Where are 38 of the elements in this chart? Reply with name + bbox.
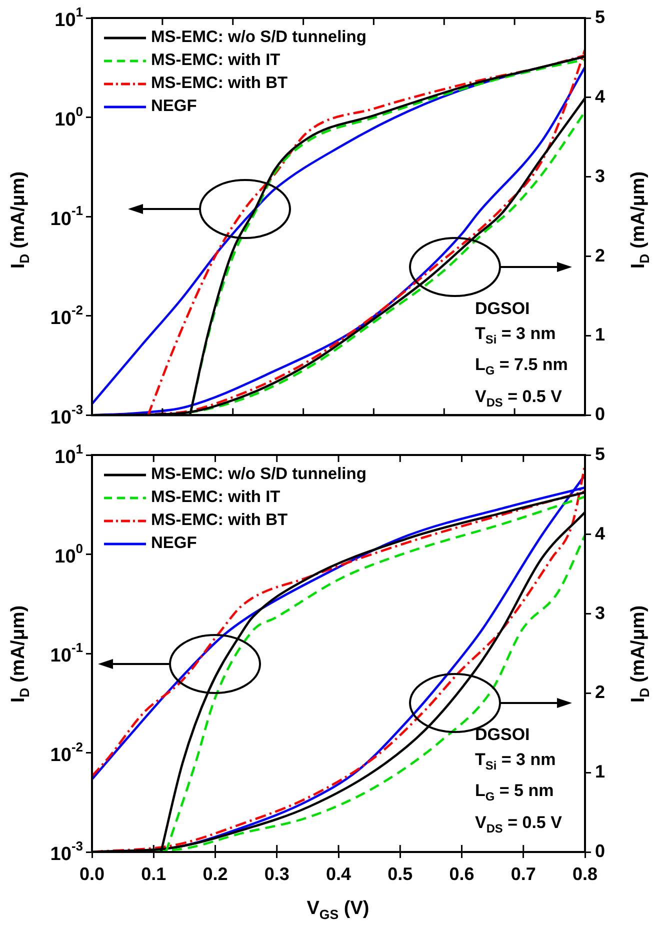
x-tick-label: 0.4 [326,864,352,884]
legend-label: MS-EMC: with BT [151,74,288,93]
legend-label: MS-EMC: w/o S/D tunneling [151,28,366,47]
x-tick-label: 0.3 [264,864,290,884]
y2-tick-label: 3 [595,166,606,186]
annotation: T$_{Si}$ = 3 nm [475,323,557,348]
y2-tick-label: 1 [595,762,606,782]
legend-label: MS-EMC: w/o S/D tunneling [151,465,366,484]
x-tick-label: 0.5 [388,864,413,884]
annotation: DGSOI [475,298,531,320]
y2-tick-label: 1 [595,324,606,345]
y2-tick-label: 3 [595,602,606,623]
legend-label: NEGF [151,97,197,116]
y2-tick-label: 2 [595,245,606,266]
annotation: V$_{DS}$ = 0.5 V [475,812,562,838]
annotation: DGSOI [475,724,531,746]
y2-tick-label: 0 [595,840,606,861]
x-tick-label: 0.1 [141,864,166,884]
x-tick-label: 0.7 [510,864,536,884]
x-tick-label: 0.6 [449,864,474,884]
legend-label: MS-EMC: with BT [151,511,288,530]
y2-tick-label: 0 [595,404,606,424]
x-axis-title: V$_{GS}$ (V) [306,898,370,922]
annotation: L$_{G}$ = 5 nm [475,780,555,806]
legend-label: MS-EMC: with IT [151,488,280,507]
legend-label: MS-EMC: with IT [151,51,280,70]
legend-label: NEGF [151,534,197,553]
y2-tick-label: 4 [595,86,606,106]
x-tick-label: 0.0 [79,864,105,884]
y2-tick-label: 5 [595,6,606,27]
annotation: V$_{DS}$ = 0.5 V [475,386,563,412]
annotation: T$_{Si}$ = 3 nm [475,749,557,774]
y2-tick-label: 5 [595,444,606,464]
annotation: L$_{G}$ = 7.5 nm [475,354,568,380]
x-tick-label: 0.8 [572,864,598,884]
x-tick-label: 0.2 [202,864,228,884]
y2-tick-label: 4 [595,523,606,544]
y2-tick-label: 2 [595,682,606,702]
